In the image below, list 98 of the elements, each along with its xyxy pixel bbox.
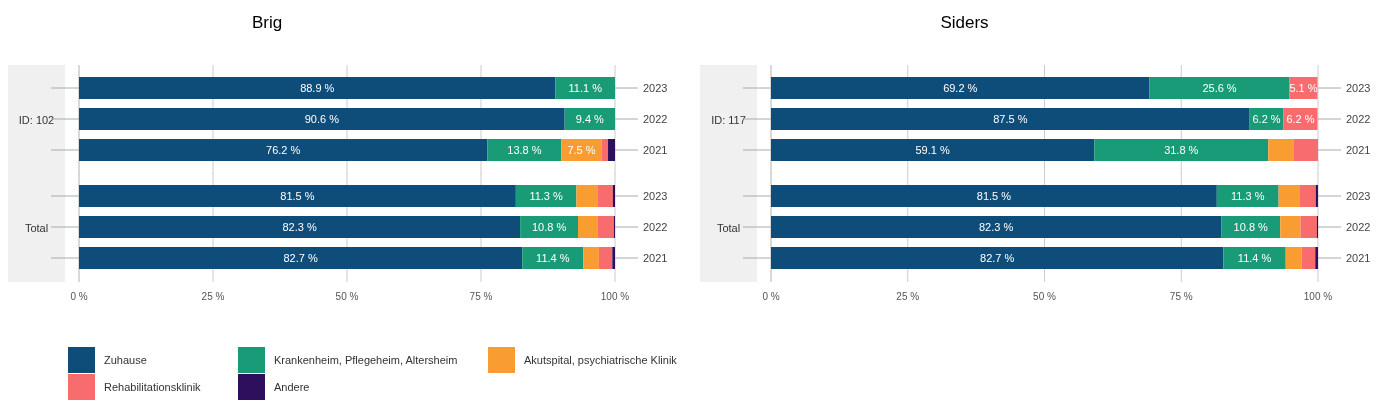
x-tick-label: 0 %	[762, 291, 780, 302]
y-tick-label: 2021	[1346, 144, 1371, 156]
data-label: 6.2 %	[1286, 113, 1315, 125]
data-label: 76.2 %	[266, 144, 301, 156]
bar	[578, 216, 598, 238]
data-label: 82.7 %	[980, 252, 1015, 264]
y-tick-label: 2023	[1346, 190, 1371, 202]
bar	[79, 108, 565, 130]
data-label: 88.9 %	[300, 82, 335, 94]
y-tick-label: 2022	[1346, 113, 1371, 125]
legend-label: Krankenheim, Pflegeheim, Altersheim	[274, 354, 458, 366]
bar	[612, 185, 615, 207]
data-label: 11.4 %	[1237, 252, 1272, 264]
bar	[597, 216, 614, 238]
y-tick-label: 2021	[643, 252, 668, 264]
bar	[79, 185, 516, 207]
y-axis-title: ID: 117	[711, 113, 746, 126]
data-label: 7.5 %	[567, 144, 596, 156]
bar	[612, 247, 615, 269]
y-axis-title: Total	[24, 221, 49, 234]
bar	[1315, 185, 1318, 207]
data-label: 11.3 %	[1230, 190, 1265, 202]
data-label: 82.3 %	[978, 221, 1014, 233]
x-tick-label: 75 %	[1169, 291, 1193, 302]
legend-label: Andere	[274, 381, 310, 393]
data-label: 11.1 %	[568, 82, 603, 94]
x-tick-label: 0 %	[70, 291, 88, 302]
y-tick-label: 2022	[643, 221, 668, 233]
bar	[1094, 139, 1269, 161]
data-label: 11.4 %	[536, 252, 570, 264]
data-label: 6.2 %	[1252, 113, 1281, 125]
x-tick-label: 100 %	[1303, 291, 1333, 302]
x-tick-label: 50 %	[335, 291, 359, 302]
bar	[771, 185, 1217, 207]
bar	[1315, 247, 1319, 269]
bar	[597, 185, 613, 207]
bar	[771, 247, 1224, 269]
data-label: 87.5 %	[993, 113, 1028, 125]
data-label: 90.6 %	[304, 113, 340, 125]
data-label: 81.5 %	[280, 190, 315, 202]
bar	[79, 77, 556, 99]
y-tick-label: 2022	[1346, 221, 1371, 233]
data-label: 25.6 %	[1202, 82, 1237, 94]
chart-title: Brig	[251, 13, 283, 32]
bar	[1268, 139, 1294, 161]
y-axis-title: Total	[716, 221, 741, 234]
bar	[598, 247, 613, 269]
bar	[771, 139, 1095, 161]
bar	[583, 247, 599, 269]
x-tick-label: 100 %	[600, 291, 630, 302]
data-label: 81.5 %	[976, 190, 1012, 202]
x-tick-label: 25 %	[201, 291, 225, 302]
x-tick-label: 25 %	[896, 291, 920, 302]
data-label: 5.1 %	[1289, 82, 1318, 94]
bar	[1216, 185, 1279, 207]
y-tick-label: 2023	[643, 190, 668, 202]
bar	[1300, 216, 1317, 238]
bar	[1278, 185, 1300, 207]
y-tick-label: 2022	[643, 113, 668, 125]
bar	[1293, 139, 1319, 161]
y-tick-label: 2021	[643, 144, 668, 156]
bar	[601, 139, 609, 161]
chart-title: Siders	[940, 13, 989, 32]
bar	[79, 216, 521, 238]
legend-label: Akutspital, psychiatrische Klinik	[524, 354, 678, 366]
bar	[1149, 77, 1290, 99]
x-tick-label: 75 %	[469, 291, 493, 302]
data-label: 82.3 %	[282, 221, 317, 233]
y-tick-label: 2023	[1346, 82, 1371, 94]
bar	[608, 139, 615, 161]
bar	[1299, 185, 1316, 207]
bar	[1285, 247, 1302, 269]
bar	[771, 216, 1222, 238]
data-label: 69.2 %	[943, 82, 978, 94]
data-label: 11.3 %	[529, 190, 564, 202]
bar	[771, 108, 1250, 130]
x-tick-label: 50 %	[1033, 291, 1056, 302]
bar	[1301, 247, 1316, 269]
data-label: 59.1 %	[915, 144, 950, 156]
y-tick-label: 2021	[1346, 252, 1371, 264]
y-axis-title: ID: 102	[18, 113, 55, 126]
bar	[487, 139, 562, 161]
y-tick-label: 2023	[643, 82, 668, 94]
legend-label: Rehabilitationsklinik	[104, 381, 202, 393]
bar	[79, 139, 488, 161]
bar	[522, 247, 584, 269]
bar	[576, 185, 598, 207]
data-label: 13.8 %	[507, 144, 542, 156]
data-label: 31.8 %	[1164, 144, 1199, 156]
bar	[79, 247, 523, 269]
legend-label: Zuhause	[104, 354, 147, 366]
bar	[1280, 216, 1301, 238]
bar	[771, 77, 1150, 99]
data-label: 10.8 %	[1233, 221, 1269, 233]
bar	[1223, 247, 1286, 269]
data-label: 82.7 %	[283, 252, 318, 264]
data-label: 9.4 %	[575, 113, 605, 125]
data-label: 10.8 %	[531, 221, 567, 233]
